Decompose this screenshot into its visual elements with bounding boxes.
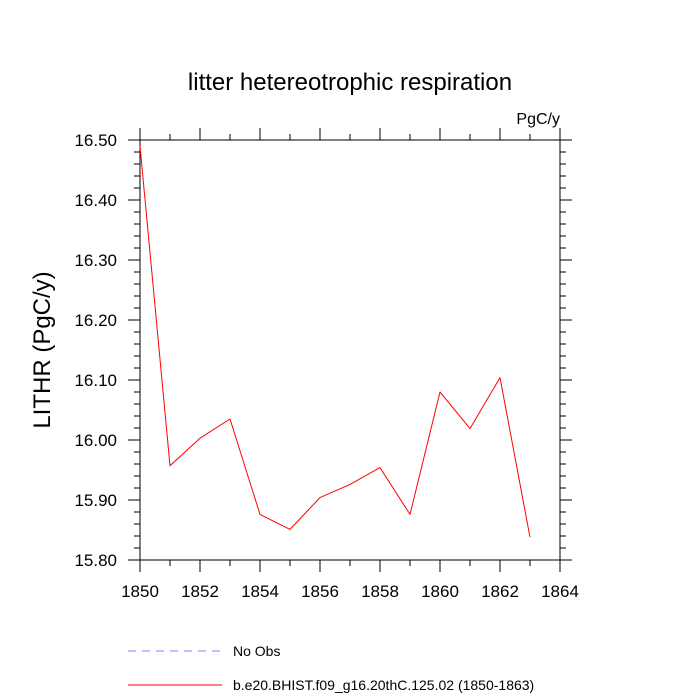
series-group: [139, 145, 531, 538]
x-tick-label: 1858: [361, 582, 399, 601]
x-tick-label: 1854: [241, 582, 279, 601]
y-tick-label: 15.80: [74, 551, 117, 570]
tick-labels: 1850 1852 1854 1856 1858 1860 1862 1864 15.80 15.…: [74, 131, 578, 601]
x-tick-label: 1856: [301, 582, 339, 601]
legend-label-no-obs: No Obs: [233, 643, 280, 659]
y-tick-label: 16.50: [74, 131, 117, 150]
axis-ticks: [128, 128, 572, 572]
legend-label-model: b.e20.BHIST.f09_g16.20thC.125.02 (1850-1…: [233, 677, 534, 693]
y-tick-label: 16.40: [74, 191, 117, 210]
y-tick-label: 16.20: [74, 311, 117, 330]
chart-title: litter hetereotrophic respiration: [188, 69, 512, 96]
units-label: PgC/y: [516, 111, 560, 128]
x-tick-label: 1864: [541, 582, 579, 601]
legend: No Obs b.e20.BHIST.f09_g16.20thC.125.02 …: [128, 643, 534, 693]
y-tick-label: 16.30: [74, 251, 117, 270]
x-tick-label: 1860: [421, 582, 459, 601]
y-tick-label: 15.90: [74, 491, 117, 510]
x-tick-label: 1852: [181, 582, 219, 601]
series-line-0: [139, 145, 531, 538]
plot-frame: [139, 139, 561, 561]
y-tick-label: 16.00: [74, 431, 117, 450]
x-tick-label: 1850: [121, 582, 159, 601]
x-tick-label: 1862: [481, 582, 519, 601]
y-tick-label: 16.10: [74, 371, 117, 390]
y-axis-label: LITHR (PgC/y): [29, 271, 56, 428]
